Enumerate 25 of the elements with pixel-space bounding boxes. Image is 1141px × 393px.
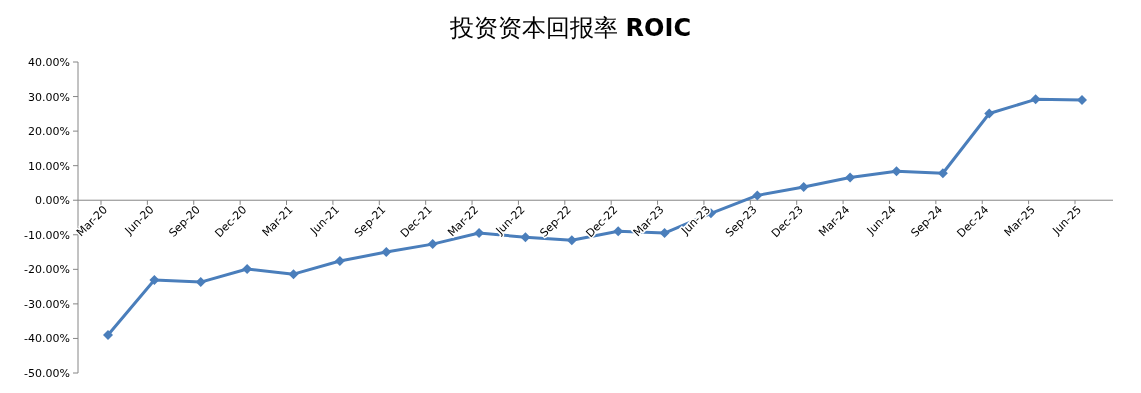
- point: [288, 269, 299, 280]
- chart-title: 投资资本回报率 ROIC: [448, 14, 692, 42]
- y-tick-label: -10.00%: [24, 228, 70, 242]
- point: [984, 108, 995, 119]
- point: [149, 275, 160, 286]
- point: [103, 329, 113, 340]
- y-tick-label: 0.00%: [35, 194, 70, 208]
- point: [845, 172, 856, 183]
- y-tick-label: 40.00%: [28, 56, 70, 69]
- y-tick-label: -30.00%: [24, 297, 70, 311]
- y-tick-label: 20.00%: [28, 125, 70, 139]
- point: [1030, 94, 1041, 105]
- y-tick-label: -40.00%: [24, 332, 70, 346]
- y-tick-label: 10.00%: [28, 159, 70, 173]
- y-tick-label: -20.00%: [24, 263, 70, 277]
- point: [381, 247, 392, 258]
- point: [334, 256, 345, 267]
- point: [427, 239, 438, 250]
- point: [798, 182, 809, 193]
- point: [566, 235, 577, 246]
- y-tick-label: -50.00%: [24, 367, 70, 380]
- point: [1077, 95, 1087, 106]
- point: [752, 190, 763, 201]
- y-tick-label: 30.00%: [28, 90, 70, 104]
- point: [937, 168, 948, 179]
